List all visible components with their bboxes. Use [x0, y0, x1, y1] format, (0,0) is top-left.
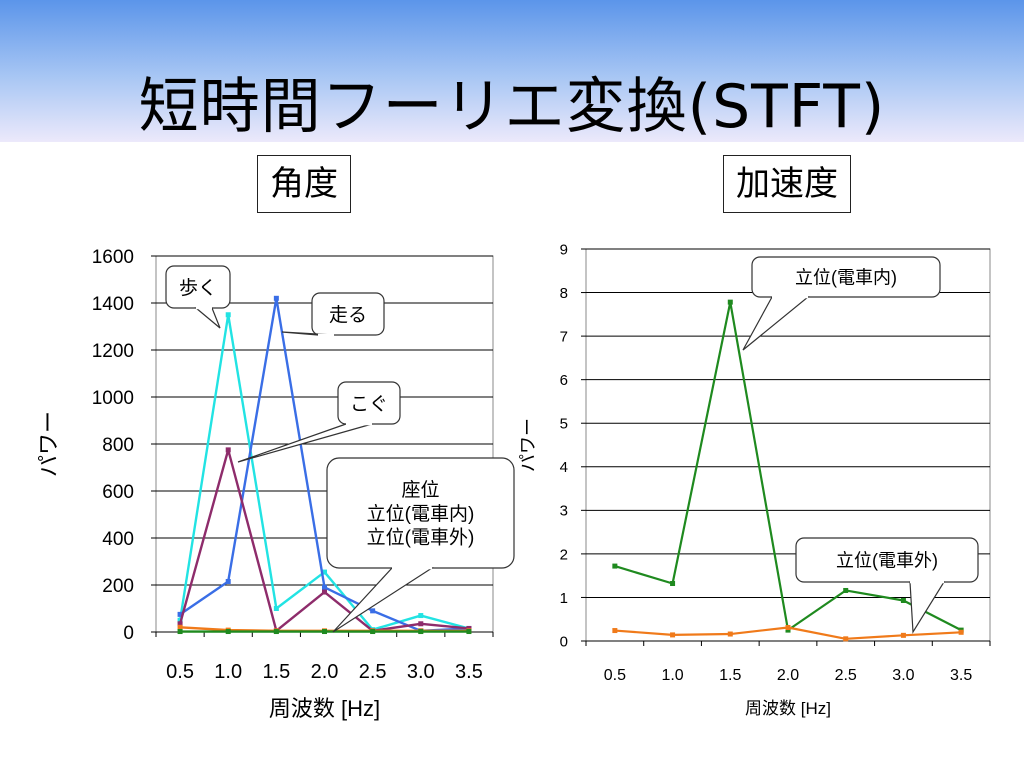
- callout-box: [795, 537, 979, 583]
- data-point: [177, 629, 183, 635]
- y-tick-label: 9: [560, 241, 568, 258]
- y-tick-label: 3: [560, 503, 568, 520]
- data-point: [727, 631, 733, 637]
- data-point: [322, 584, 327, 590]
- data-point: [322, 629, 327, 635]
- y-tick-label: 1400: [92, 294, 134, 315]
- callout-text: 立位(電車外): [367, 527, 475, 549]
- y-tick-label: 400: [102, 529, 134, 550]
- data-point: [612, 628, 618, 634]
- callout-text: 走る: [329, 304, 367, 326]
- data-point: [225, 629, 231, 635]
- y-tick-label: 600: [102, 482, 134, 503]
- x-tick-label: 3.5: [455, 661, 483, 683]
- y-tick-label: 1200: [92, 341, 134, 362]
- callout-text: こぐ: [350, 394, 388, 415]
- x-axis-label: 周波数 [Hz]: [269, 696, 380, 721]
- data-point: [177, 621, 183, 627]
- data-point: [418, 613, 424, 619]
- data-point: [418, 621, 424, 627]
- callout-text: 立位(電車内): [795, 267, 897, 287]
- callout-box: [311, 292, 385, 336]
- x-tick-label: 0.5: [604, 667, 626, 684]
- x-tick-label: 1.0: [214, 661, 242, 683]
- data-point: [225, 447, 231, 453]
- callout-run: 走る: [281, 292, 385, 337]
- y-axis-label: パワー: [36, 411, 61, 477]
- y-tick-label: 1: [560, 590, 568, 607]
- data-point: [177, 624, 183, 630]
- x-axis-label: 周波数 [Hz]: [745, 699, 831, 718]
- y-tick-label: 1600: [92, 247, 134, 268]
- y-tick-label: 2: [560, 546, 568, 563]
- y-tick-label: 6: [560, 372, 568, 389]
- x-tick-label: 1.0: [661, 667, 683, 684]
- data-point: [843, 636, 849, 642]
- data-point: [322, 589, 327, 595]
- y-tick-label: 1000: [92, 388, 134, 409]
- x-tick-label: 0.5: [166, 661, 194, 683]
- x-tick-label: 2.5: [835, 667, 857, 684]
- y-tick-label: 0: [560, 633, 568, 650]
- data-point: [670, 581, 676, 587]
- data-point: [273, 629, 279, 635]
- x-tick-label: 2.0: [777, 667, 799, 684]
- panel-label-acceleration: 加速度: [723, 155, 851, 213]
- data-point: [322, 569, 327, 575]
- callout-box: [751, 256, 941, 298]
- x-tick-label: 2.5: [359, 661, 387, 683]
- data-point: [900, 632, 906, 638]
- x-tick-label: 2.0: [311, 661, 339, 683]
- data-point: [273, 606, 279, 611]
- y-tick-label: 0: [123, 623, 134, 644]
- data-point: [177, 611, 183, 617]
- data-point: [370, 629, 376, 635]
- y-tick-label: 200: [102, 576, 134, 597]
- callout-text: 立位(電車外): [836, 550, 938, 570]
- y-axis-label: パワー: [518, 418, 538, 472]
- callout-walk: 歩く: [165, 265, 231, 329]
- panel-label-angle: 角度: [257, 155, 351, 213]
- callout-text: 歩く: [179, 277, 217, 299]
- y-tick-label: 8: [560, 285, 568, 302]
- data-point: [466, 629, 472, 635]
- data-point: [843, 587, 849, 593]
- y-tick-label: 4: [560, 459, 568, 476]
- callout-text: 座位: [401, 479, 439, 501]
- data-point: [785, 627, 791, 633]
- x-tick-label: 3.0: [407, 661, 435, 683]
- x-tick-label: 1.5: [719, 667, 741, 684]
- data-point: [418, 629, 424, 635]
- title-banner: [0, 0, 1024, 142]
- x-tick-label: 3.5: [950, 667, 972, 684]
- callout-standing-outside-train: 立位(電車外): [795, 537, 979, 634]
- data-point: [785, 624, 791, 630]
- x-tick-label: 1.5: [262, 661, 290, 683]
- series-2: [612, 624, 964, 642]
- callout-standing-inside-train: 立位(電車内): [742, 256, 941, 351]
- y-tick-label: 800: [102, 435, 134, 456]
- data-point: [612, 563, 618, 569]
- x-tick-label: 3.0: [892, 667, 914, 684]
- slide-title: 短時間フーリエ変換(STFT): [138, 72, 886, 142]
- data-point: [670, 632, 676, 638]
- callout-pedal: こぐ: [237, 381, 401, 463]
- data-point: [225, 578, 231, 584]
- data-point: [370, 608, 376, 614]
- series-5: [177, 629, 472, 635]
- acceleration-chart: 0 1 2 3 4 5 6 7 8 9 0.5 1.0 1.5 2.0 2.5 3.0 3.5 周波数 [Hz] パ…: [518, 241, 991, 718]
- data-point: [727, 299, 733, 305]
- y-tick-label: 5: [560, 416, 568, 433]
- data-point: [958, 629, 964, 635]
- y-tick-label: 7: [560, 329, 568, 346]
- data-point: [225, 312, 231, 318]
- data-point: [273, 295, 279, 301]
- callout-text: 立位(電車内): [367, 503, 475, 525]
- data-point: [900, 597, 906, 603]
